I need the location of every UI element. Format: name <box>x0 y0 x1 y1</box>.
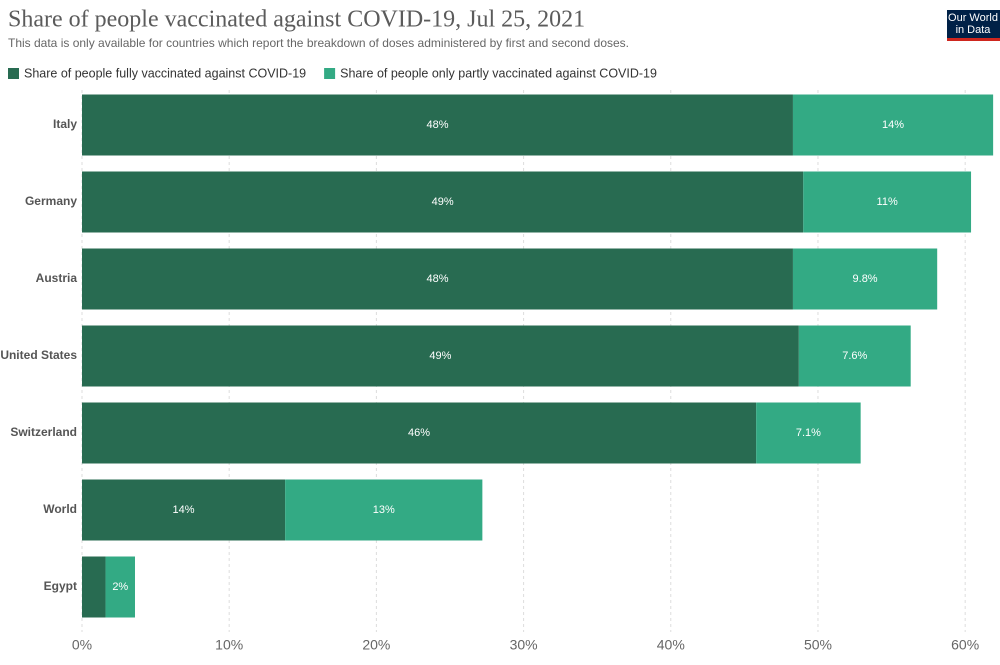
category-label: Italy <box>53 117 77 131</box>
data-label: 49% <box>432 196 454 208</box>
x-tick-label: 60% <box>951 637 979 653</box>
logo-stripe <box>947 38 1000 41</box>
bar-segment <box>756 402 861 464</box>
bar-segment <box>798 325 911 387</box>
data-label: 48% <box>426 273 448 285</box>
bar-segment <box>105 556 135 618</box>
logo-text: Our World <box>948 12 998 24</box>
data-label: 46% <box>408 427 430 439</box>
data-label: 7.6% <box>842 350 867 362</box>
data-label: 14% <box>173 504 195 516</box>
category-label: Austria <box>36 271 78 285</box>
chart-title: Share of people vaccinated against COVID… <box>8 7 585 33</box>
legend-swatch <box>8 68 19 79</box>
category-label: Germany <box>25 194 77 208</box>
data-label: 11% <box>877 196 898 208</box>
x-tick-label: 50% <box>804 637 832 653</box>
bar-segment <box>285 479 483 541</box>
bar-segment <box>82 248 793 310</box>
data-label: 48% <box>426 119 448 131</box>
data-label: 49% <box>429 350 451 362</box>
data-label: 14% <box>882 119 904 131</box>
x-tick-label: 20% <box>362 637 390 653</box>
logo[interactable]: Our World in Data <box>947 10 1000 41</box>
bar-segment <box>82 325 799 387</box>
bar-segment <box>82 402 757 464</box>
category-label: World <box>43 502 77 516</box>
bar-segment <box>792 248 938 310</box>
bar-segment <box>82 556 106 618</box>
x-tick-label: 30% <box>510 637 538 653</box>
data-label: 2% <box>112 581 128 593</box>
category-label: United States <box>0 348 77 362</box>
bar-segment <box>803 171 972 233</box>
data-label: 13% <box>373 504 395 516</box>
chart-subtitle: This data is only available for countrie… <box>8 36 629 50</box>
bar-segment <box>82 94 793 156</box>
bar-segment <box>82 171 804 233</box>
legend-label: Share of people only partly vaccinated a… <box>340 66 657 80</box>
logo-box[interactable] <box>947 10 1000 40</box>
bar-segment <box>82 479 286 541</box>
data-label: 7.1% <box>796 427 821 439</box>
x-tick-label: 40% <box>657 637 685 653</box>
data-label: 9.8% <box>853 273 878 285</box>
legend-swatch <box>324 68 336 79</box>
logo-text: in Data <box>956 24 992 36</box>
category-label: Switzerland <box>10 425 77 439</box>
x-tick-label: 10% <box>215 637 243 653</box>
bar-segment <box>792 94 994 156</box>
x-tick-label: 0% <box>72 637 92 653</box>
category-label: Egypt <box>44 579 77 593</box>
legend-label: Share of people fully vaccinated against… <box>24 66 306 80</box>
